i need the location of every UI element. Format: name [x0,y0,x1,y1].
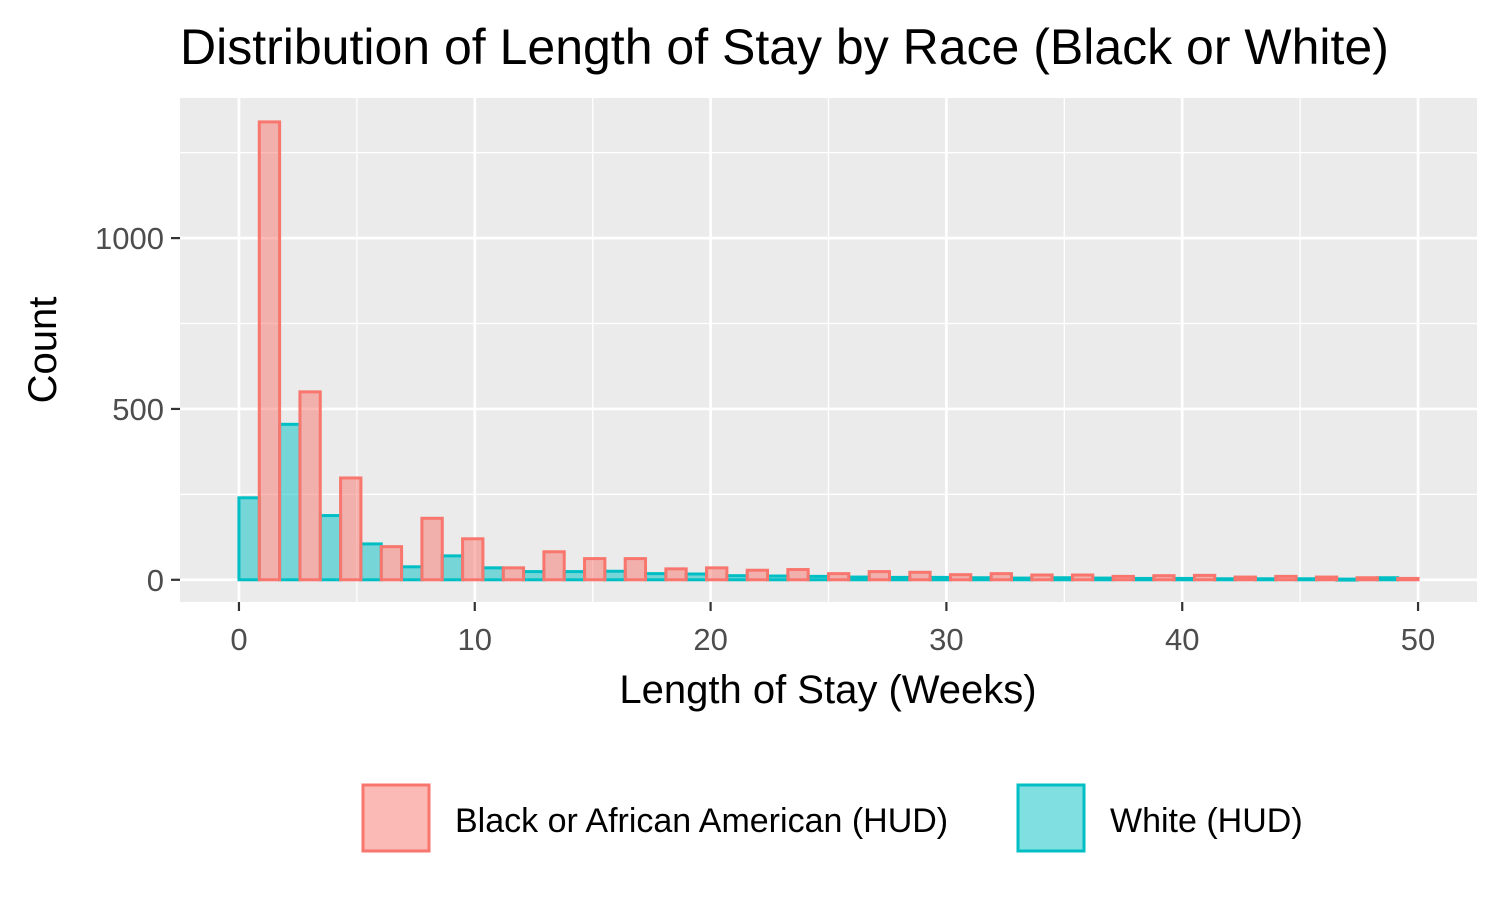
bar [1375,576,1400,582]
legend-key [361,783,431,853]
bar [461,537,485,582]
bar [562,570,587,582]
legend-label: White (HUD) [1110,802,1303,840]
bar [400,565,424,582]
bar [806,574,831,582]
bar [887,575,912,582]
bar [542,550,566,582]
bar [481,566,505,582]
bar [359,542,383,582]
y-axis: 0 500 1000 [95,221,180,598]
bar [339,476,363,582]
bar [725,574,749,582]
x-axis-title: Length of Stay (Weeks) [619,668,1036,712]
bar [705,566,729,582]
y-tick-label: 1000 [95,221,164,256]
bar [1070,573,1095,582]
minor-gridlines [180,98,1477,602]
bar [583,557,607,582]
legend: Black or African American (HUD) White (HU… [361,783,1303,853]
y-tick-label: 500 [112,392,164,427]
bar [522,570,546,582]
x-tick-label: 30 [929,622,963,657]
bar [1274,574,1298,582]
bar [948,573,973,582]
bar [237,496,261,582]
bar [1314,575,1339,582]
bar [1335,577,1359,582]
chart-title: Distribution of Length of Stay by Race (… [180,19,1389,75]
bar [786,568,810,582]
bar [908,570,932,582]
bar [440,554,465,582]
bar [1253,577,1278,582]
bar [989,572,1013,582]
bar [1050,576,1074,582]
bar [745,568,770,582]
x-tick-label: 10 [458,622,492,657]
bar [278,422,302,582]
bar [1030,573,1054,582]
bar [827,572,851,582]
bar [1111,574,1135,582]
bar [1294,577,1318,582]
bar [1213,577,1237,582]
bar [623,557,648,582]
bar [1091,576,1115,582]
histogram-bars [237,120,1420,582]
bar [1009,576,1034,582]
bar [603,569,627,582]
x-tick-label: 40 [1165,622,1199,657]
bar [298,390,322,582]
bar [318,514,343,582]
x-axis: 0 10 20 30 40 50 [230,602,1435,657]
bar [928,575,952,582]
bar [257,120,282,582]
y-axis-title: Count [21,297,65,404]
legend-label: Black or African American (HUD) [455,802,948,840]
y-tick-label: 0 [147,563,164,598]
bar [1233,575,1257,582]
bar [501,566,526,582]
bar [1152,574,1176,582]
x-tick-label: 0 [230,622,247,657]
bar [1131,576,1156,582]
bar [644,572,668,582]
x-tick-label: 50 [1401,622,1435,657]
bar [766,574,790,582]
bar [1172,576,1196,582]
bar [664,567,688,582]
bar [969,576,993,582]
bar [379,545,404,582]
bar [684,572,709,582]
bar [867,570,891,582]
bar [847,575,871,582]
bar [1192,573,1217,582]
bar [420,516,444,582]
x-tick-label: 20 [693,622,727,657]
legend-key [1016,783,1086,853]
bar [1355,576,1379,582]
bar [1396,576,1420,582]
